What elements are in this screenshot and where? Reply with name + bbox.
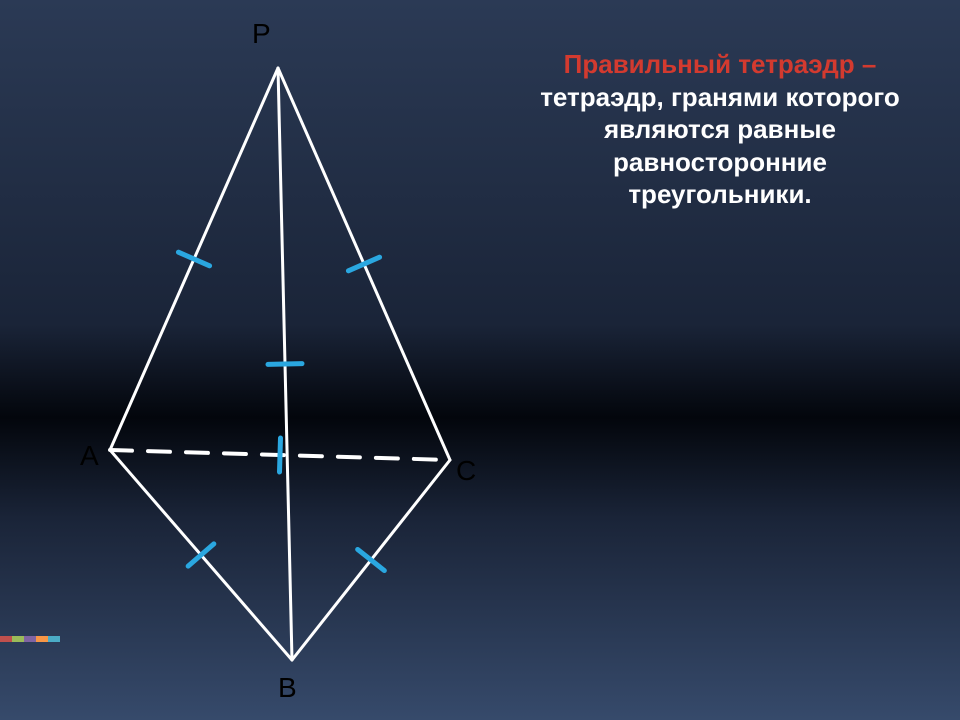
definition-text: Правильный тетраэдр – тетраэдр, гранями …: [520, 48, 920, 211]
slide: P A B C Правильный тетраэдр – тетраэдр, …: [0, 0, 960, 720]
vertex-label-c: C: [456, 455, 476, 487]
definition-body: тетраэдр, гранями которого являются равн…: [540, 82, 900, 210]
vertex-label-a: A: [80, 440, 99, 472]
definition-term: Правильный тетраэдр: [564, 49, 855, 79]
vertex-label-b: B: [278, 672, 297, 704]
corner-accent: [0, 636, 60, 642]
vertex-label-p: P: [252, 18, 271, 50]
definition-dash: –: [855, 49, 877, 79]
